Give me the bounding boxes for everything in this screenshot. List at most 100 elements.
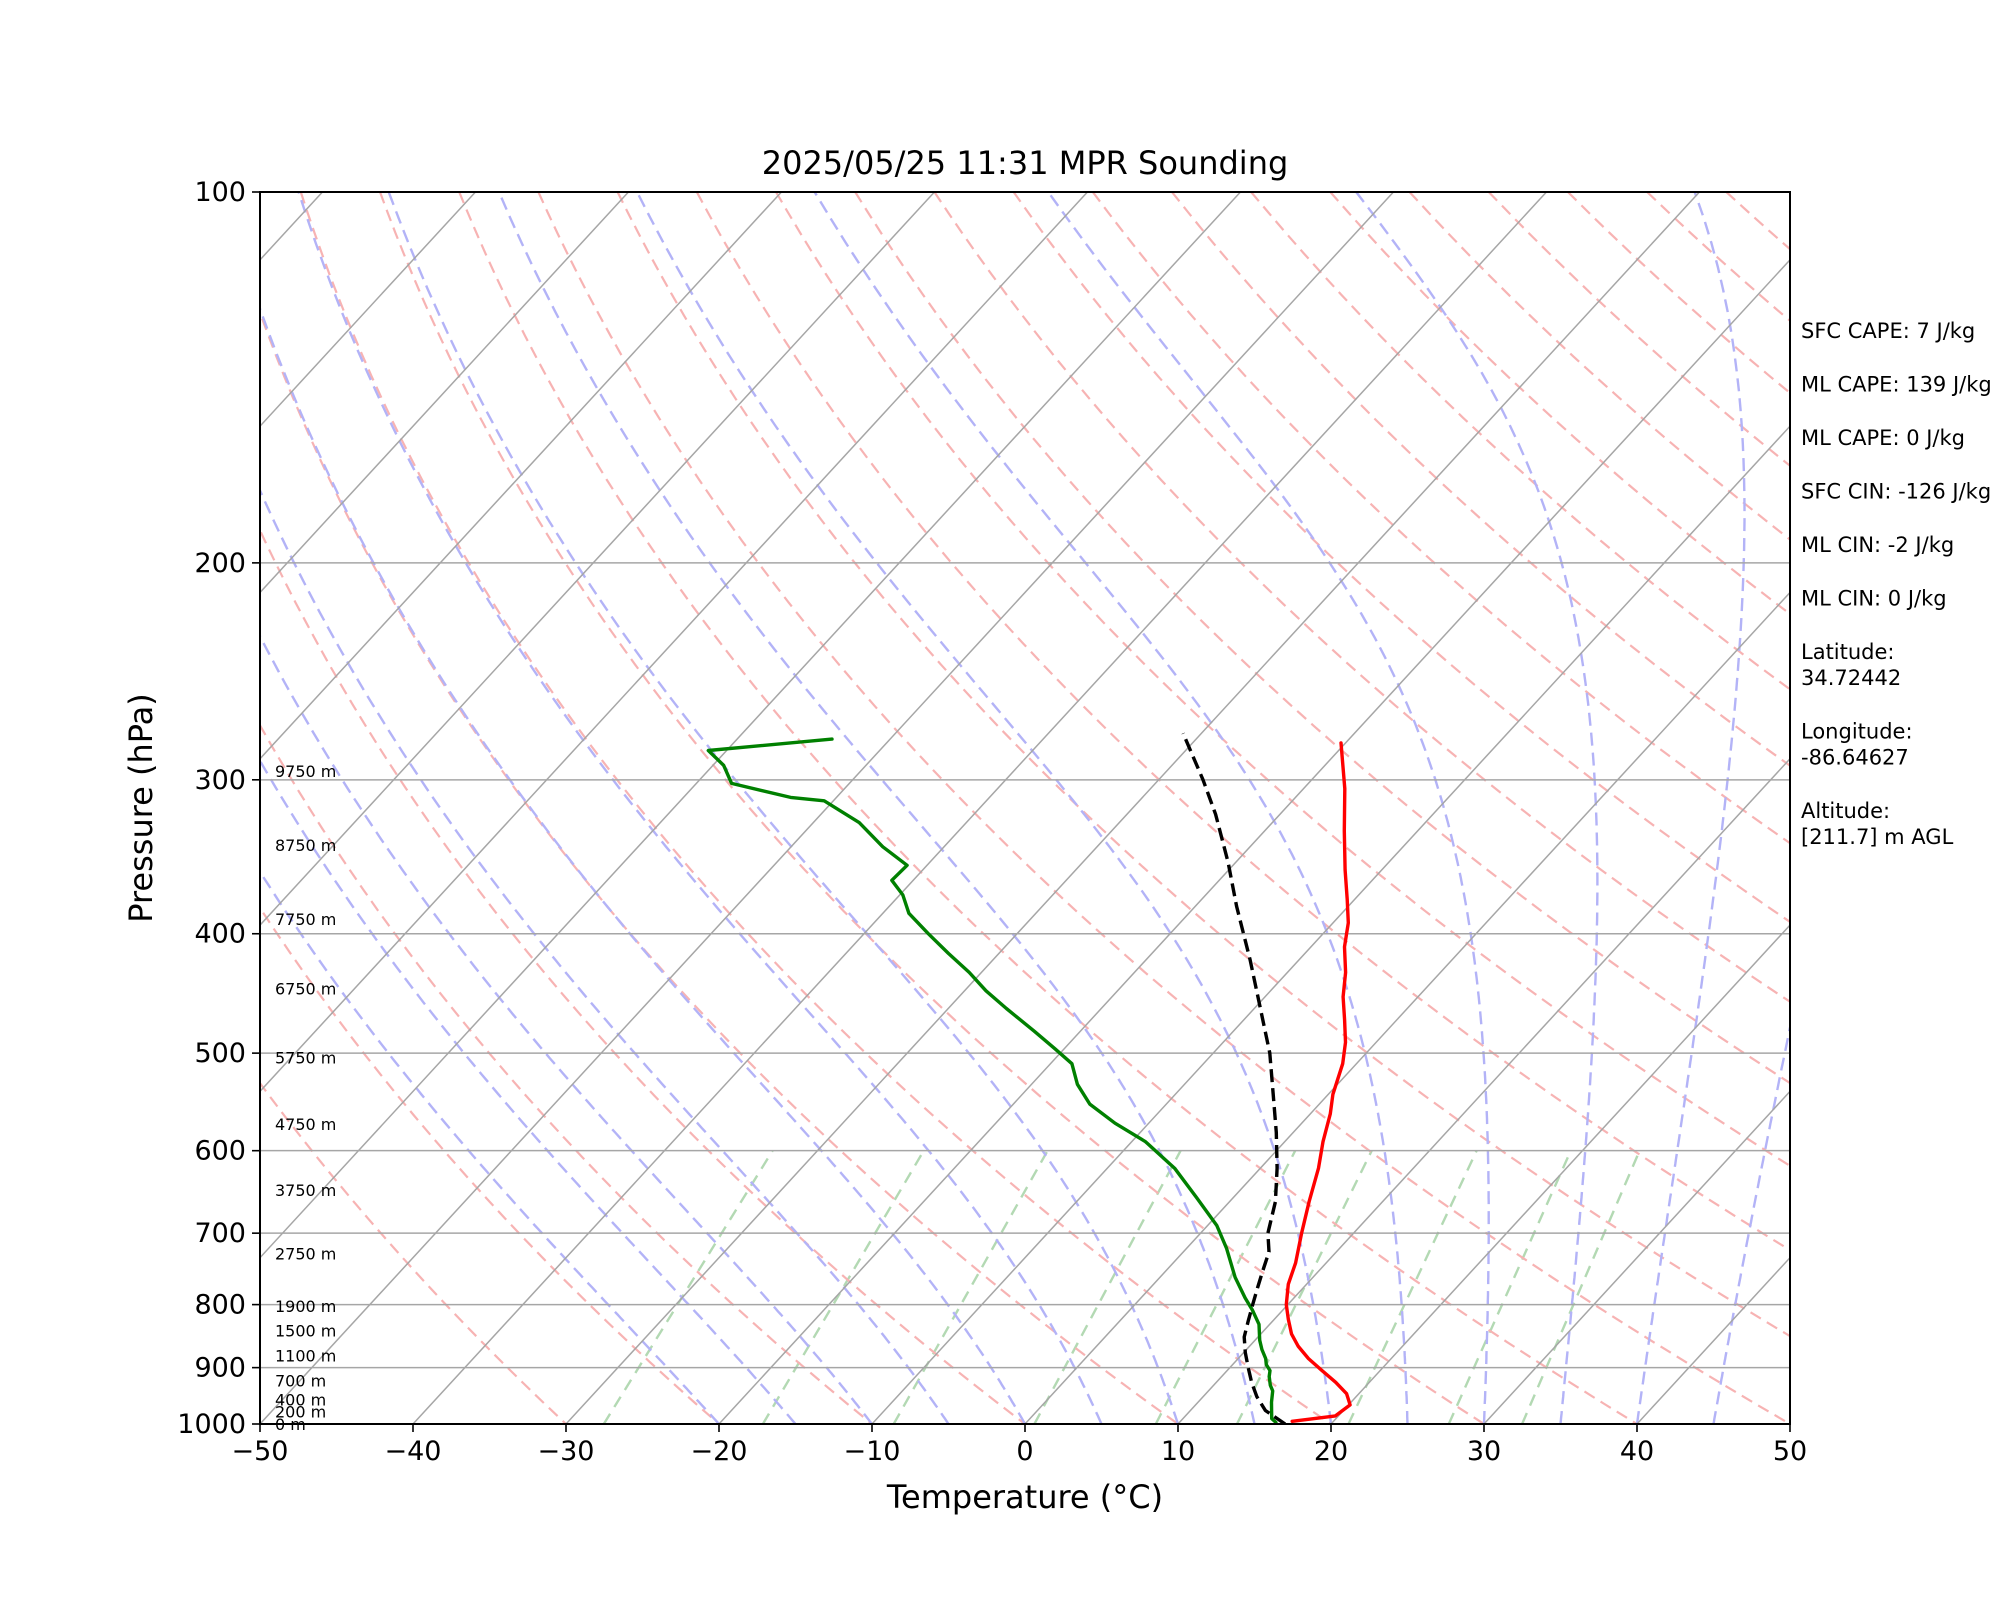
sounding-stat: SFC CAPE: 7 J/kg [1801,319,1975,343]
dry-adiabat-line [260,527,1026,1424]
moist-adiabat-line [297,192,1103,1424]
y-tick-label: 500 [194,1038,246,1069]
plot-frame [259,191,1791,1425]
isotherm-line [871,425,1790,1424]
height-label: 7750 m [275,910,336,929]
moist-adiabat-line [497,192,1256,1424]
x-tick-label: 20 [1314,1436,1348,1467]
sounding-stat: Longitude: -86.64627 [1801,720,1913,770]
x-tick-label: −50 [232,1436,289,1467]
moist-adiabat-line [260,869,720,1424]
dry-adiabat-line [378,192,1485,1424]
y-tick-label: 700 [194,1218,246,1249]
dry-adiabat-line [933,192,1790,1004]
moist-adiabat-line [387,192,1180,1424]
sounding-stat: ML CAPE: 139 J/kg [1801,373,1992,397]
height-label: 2750 m [275,1244,336,1263]
y-tick-label: 800 [194,1290,246,1321]
mixing-ratio-line [1033,1150,1182,1424]
moist-adiabat-line [1712,1021,1790,1424]
height-label: 700 m [275,1372,326,1391]
height-label: 5750 m [275,1048,336,1067]
x-tick-label: −40 [385,1436,442,1467]
dry-adiabat-line [299,192,1332,1424]
moist-adiabat-line [1635,192,1746,1424]
x-tick-label: 30 [1467,1436,1501,1467]
dry-adiabat-line [854,192,1790,1085]
sounding-stats: SFC CAPE: 7 J/kg ML CAPE: 139 J/kg ML CAPE… [1801,319,1992,849]
y-tick-label: 300 [194,765,246,796]
x-axis-label: Temperature (°C) [886,1478,1163,1516]
x-tick-label: 10 [1161,1436,1195,1467]
dry-adiabat-line [1329,192,1790,616]
dry-adiabat-line [1408,192,1790,541]
height-label: 0 m [275,1415,306,1434]
isotherm-line [1483,1090,1790,1424]
y-axis-label: Pressure (hPa) [122,693,160,923]
y-axis-ticks: 100 200 300 400 500 600 700 800 900 1000 [177,177,260,1440]
isotherm-line [1177,757,1790,1424]
dry-adiabat-line [616,192,1790,1338]
sounding-stat: Altitude: [211.7] m AGL [1801,799,1954,849]
y-tick-label: 100 [194,177,246,208]
isotherm-line [260,192,476,428]
height-label: 200 m [275,1403,326,1422]
isotherm-line [0,192,16,1424]
height-label: 4750 m [275,1115,336,1134]
isotherm-line [260,192,323,261]
mixing-ratio-lines [602,1150,1641,1424]
moist-adiabat-line [813,192,1409,1424]
mixing-ratio-line [602,1150,774,1424]
x-tick-label: 50 [1773,1436,1807,1467]
dry-adiabat-line [260,905,720,1424]
isotherms [0,192,1790,1424]
y-tick-label: 900 [194,1353,246,1384]
moist-adiabat-line [1355,192,1599,1424]
height-label: 6750 m [275,979,336,998]
plot-area [0,192,1790,1424]
mixing-ratio-line [1154,1150,1297,1424]
sounding-stat: SFC CIN: -126 J/kg [1801,480,1991,504]
isotherm-line [260,192,782,760]
mixing-ratio-line [1447,1150,1572,1424]
height-label: 8750 m [275,836,336,855]
dry-adiabat-line [260,1081,567,1424]
dry-adiabat-line [260,723,873,1424]
moist-adiabat-line [260,633,873,1424]
mixing-ratio-line [1520,1150,1641,1424]
isotherm-line [412,192,1547,1424]
y-tick-label: 1000 [177,1409,246,1440]
moist-adiabat-line [260,758,797,1424]
sounding-traces [706,732,1352,1424]
isotherm-line [1330,923,1790,1424]
mixing-ratio-line [1347,1150,1478,1424]
height-label: 1500 m [275,1322,336,1341]
sounding-stat: ML CAPE: 0 J/kg [1801,426,1965,450]
dry-adiabat-line [1091,192,1790,845]
isotherm-line [260,192,1088,1093]
mixing-ratio-line [892,1150,1049,1424]
moist-adiabat-line [1047,192,1490,1424]
sounding-stat: ML CIN: 0 J/kg [1801,587,1947,611]
sounding-stat: Latitude: 34.72442 [1801,640,1901,690]
x-tick-label: 40 [1620,1436,1654,1467]
y-tick-label: 400 [194,919,246,950]
x-tick-label: −20 [691,1436,748,1467]
isotherm-line [260,192,1394,1424]
height-label: 400 m [275,1390,326,1409]
moist-adiabat-line [636,192,1333,1424]
chart-title: 2025/05/25 11:31 MPR Sounding [762,144,1289,182]
moist-adiabat-line [260,487,950,1424]
isotherm-line [565,192,1700,1424]
x-tick-label: −30 [538,1436,595,1467]
dry-adiabat-line [260,309,1179,1424]
y-tick-label: 200 [194,548,246,579]
y-tick-label: 600 [194,1136,246,1167]
height-label: 1100 m [275,1347,336,1366]
x-tick-label: −10 [844,1436,901,1467]
x-axis-ticks: −50 −40 −30 −20 −10 0 10 20 30 40 50 [232,1424,1807,1467]
sounding-stat: ML CIN: -2 J/kg [1801,533,1954,557]
parcel-profile-trace [1181,732,1287,1424]
